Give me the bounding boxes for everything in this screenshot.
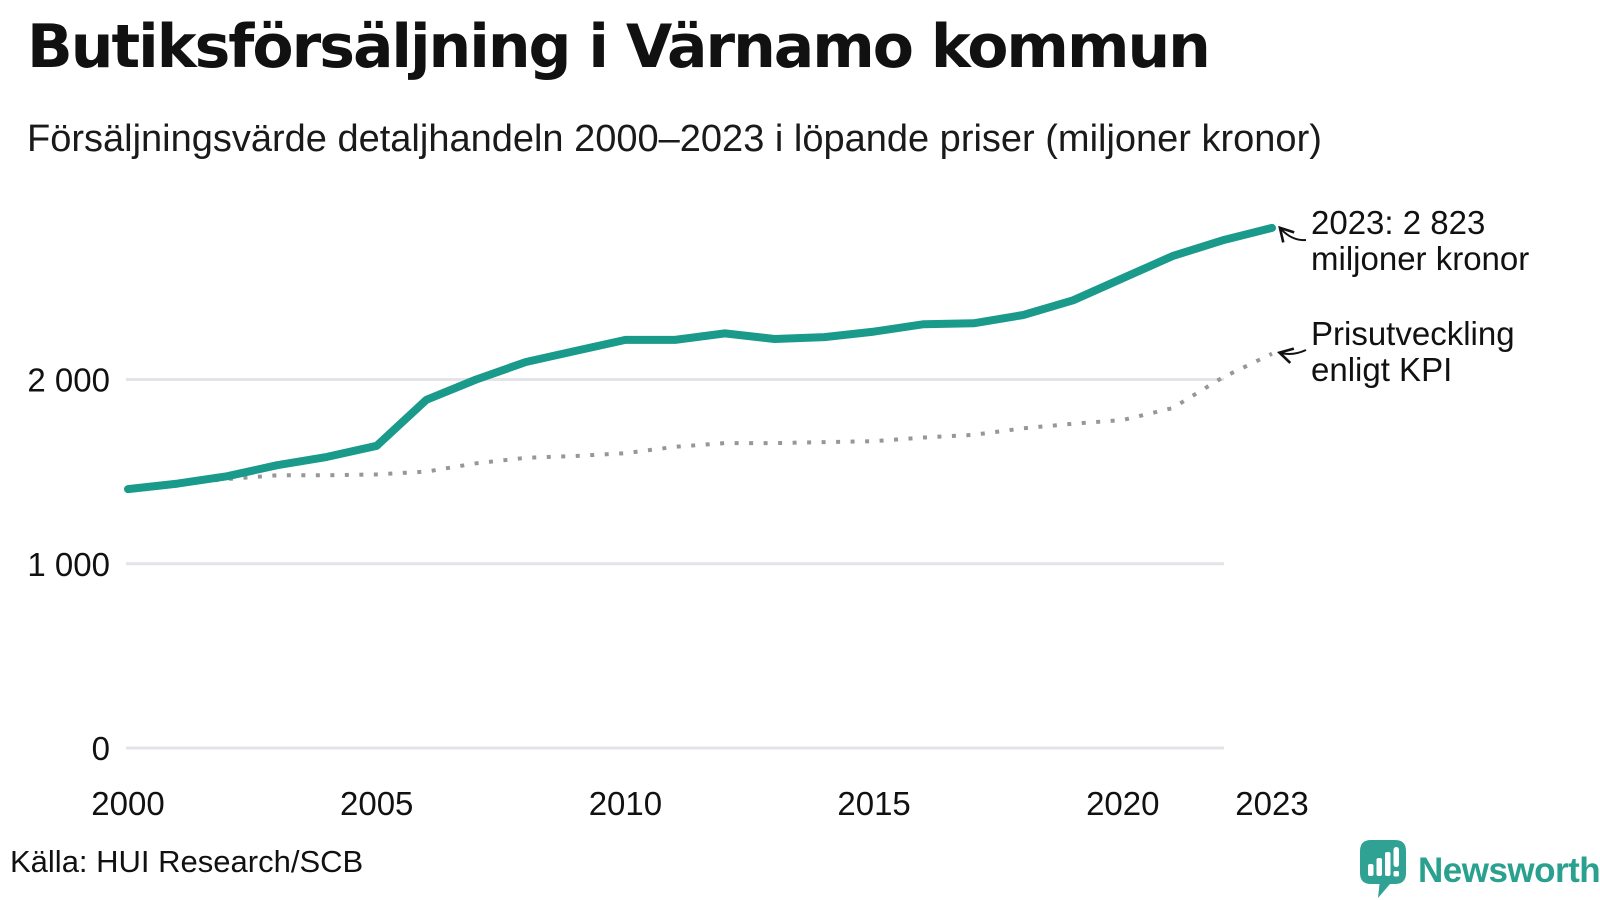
gridlines <box>126 378 1224 750</box>
kpi-annotation-line2: enligt KPI <box>1311 351 1453 388</box>
chart-subtitle: Försäljningsvärde detaljhandeln 2000–202… <box>27 118 1322 160</box>
x-tick-label: 2005 <box>340 785 413 822</box>
y-tick-label: 2 000 <box>27 362 110 399</box>
annotation-arrows <box>1276 225 1307 364</box>
x-tick-label: 2023 <box>1235 785 1308 822</box>
axis-labels: 0 1 000 2 000 2000 2005 2010 2015 2020 2023 <box>27 362 1308 823</box>
sales-value-annotation: 2023: 2 823 miljoner kronor <box>1311 205 1529 277</box>
sales-annotation-line1: 2023: 2 823 <box>1311 204 1486 241</box>
kpi-annotation-arrow <box>1276 347 1307 364</box>
y-tick-label: 0 <box>92 730 110 767</box>
sales-annotation-arrow <box>1278 225 1307 243</box>
kpi-dotted-line <box>127 351 1273 492</box>
y-tick-label: 1 000 <box>27 546 110 583</box>
kpi-line-annotation: Prisutveckling enligt KPI <box>1311 316 1515 388</box>
kpi-annotation-line1: Prisutveckling <box>1311 315 1515 352</box>
source-note: Källa: HUI Research/SCB <box>10 844 364 879</box>
x-tick-label: 2020 <box>1086 785 1159 822</box>
newsworthy-logo-icon <box>1360 840 1406 898</box>
sales-line <box>124 223 1276 494</box>
x-tick-label: 2015 <box>837 785 910 822</box>
chart-series <box>124 223 1276 494</box>
newsworthy-logo[interactable]: Newsworthy <box>1360 840 1600 900</box>
newsworthy-logo-text: Newsworthy <box>1418 851 1600 890</box>
x-tick-label: 2000 <box>91 785 164 822</box>
x-tick-label: 2010 <box>589 785 662 822</box>
sales-annotation-line2: miljoner kronor <box>1311 240 1530 277</box>
page-title: Butiksförsäljning i Värnamo kommun <box>27 12 1211 82</box>
